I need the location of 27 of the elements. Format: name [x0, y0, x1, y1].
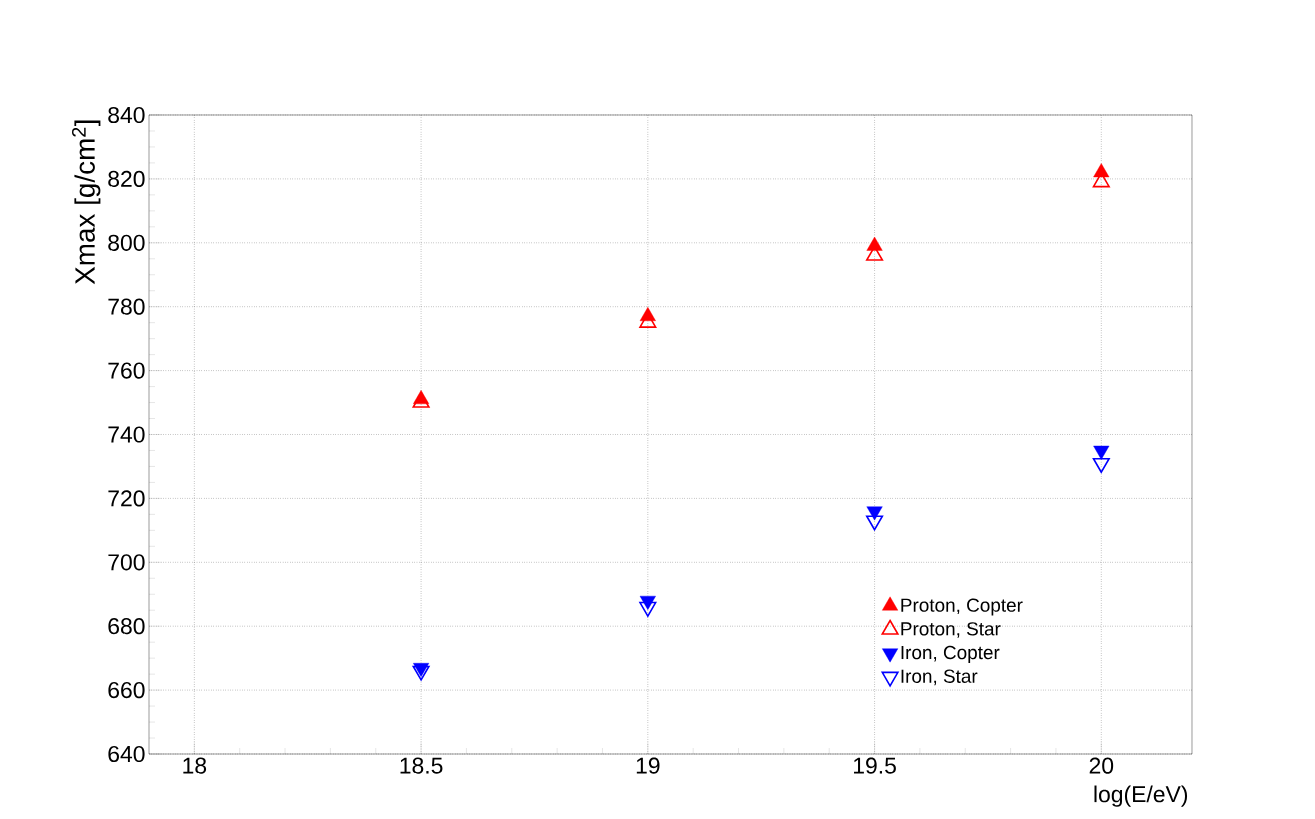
y-tick-label: 760: [108, 362, 145, 379]
x-tick-label: 19: [636, 757, 660, 774]
y-tick-label: 700: [108, 554, 145, 571]
legend-label: Iron, Copter: [901, 645, 1000, 663]
x-tick-label: 20: [1089, 757, 1114, 774]
y-tick-label: 720: [108, 490, 145, 507]
x-axis-title: log(E/eV): [1094, 785, 1188, 807]
point: [639, 595, 656, 610]
y-tick-label: 640: [108, 745, 145, 763]
y-tick-label: 680: [108, 618, 145, 635]
x-tick-label: 18: [183, 757, 207, 774]
y-tick-label: 660: [108, 681, 145, 699]
x-tick-label: 19.5: [854, 757, 896, 774]
y-tick-label: 780: [108, 298, 145, 315]
y-tick-label: 820: [108, 170, 145, 187]
y-tick-label: 740: [108, 426, 145, 443]
y-axis-title: Xmax [g/cm$^{2}$]: [71, 120, 101, 285]
point: [866, 506, 883, 521]
legend-label: Proton, Star: [901, 622, 1001, 638]
legend-label: Proton, Copter: [901, 598, 1023, 616]
point: [639, 601, 657, 617]
point: [865, 515, 884, 531]
x-tick-label: 18.5: [400, 757, 443, 774]
y-tick-label: 840: [108, 106, 145, 124]
point: [412, 665, 430, 681]
legend-label: Iron, Star: [901, 669, 978, 686]
y-tick-label: 800: [108, 234, 145, 251]
